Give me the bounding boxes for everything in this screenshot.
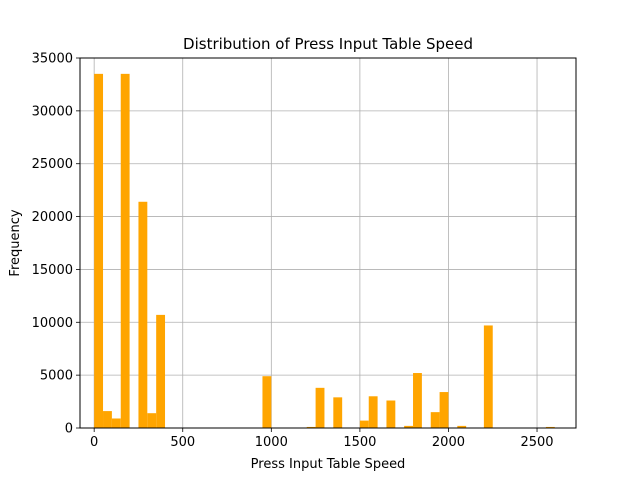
y-tick-label: 15000: [32, 263, 73, 278]
histogram-bar: [111, 418, 121, 428]
histogram-bar: [120, 73, 130, 428]
histogram-bar: [457, 425, 467, 428]
histogram-bar: [147, 413, 157, 428]
histogram-bar: [483, 325, 493, 428]
x-tick-label: 1500: [343, 435, 376, 450]
histogram-bar: [103, 411, 112, 428]
y-tick-label: 20000: [32, 210, 73, 225]
histogram-bar: [262, 376, 272, 428]
x-tick-label: 0: [90, 435, 98, 450]
histogram-bar: [315, 387, 325, 428]
histogram-bar: [439, 392, 449, 428]
axis-ticks: 0 500 1000 1500 2000 250005000100001500020000…: [32, 52, 554, 451]
histogram-bar: [138, 201, 148, 428]
x-axis-label: Press Input Table Speed: [251, 457, 406, 472]
histogram-bar: [413, 373, 422, 428]
y-tick-label: 35000: [32, 52, 73, 67]
x-tick-label: 2000: [432, 435, 465, 450]
histogram-bar: [94, 73, 104, 428]
histogram-bar: [359, 420, 369, 428]
y-tick-label: 25000: [32, 157, 73, 172]
histogram-bar: [156, 314, 166, 428]
histogram-bar: [545, 426, 555, 428]
histogram-bar: [404, 425, 414, 428]
x-tick-label: 2500: [520, 435, 553, 450]
histogram-bars: [94, 73, 555, 428]
histogram-bar: [386, 400, 396, 428]
y-tick-label: 30000: [32, 104, 73, 119]
y-tick-label: 10000: [32, 316, 73, 331]
chart-title: Distribution of Press Input Table Speed: [183, 35, 473, 53]
histogram-bar: [306, 426, 316, 428]
y-tick-label: 0: [65, 422, 73, 437]
x-tick-label: 1000: [255, 435, 288, 450]
histogram-bar: [368, 396, 378, 428]
histogram-bar: [430, 412, 440, 428]
plot-frame: [79, 57, 577, 429]
y-tick-label: 5000: [40, 369, 73, 384]
histogram-bar: [333, 397, 343, 428]
x-tick-label: 500: [170, 435, 195, 450]
y-axis-label: Frequency: [8, 209, 23, 276]
